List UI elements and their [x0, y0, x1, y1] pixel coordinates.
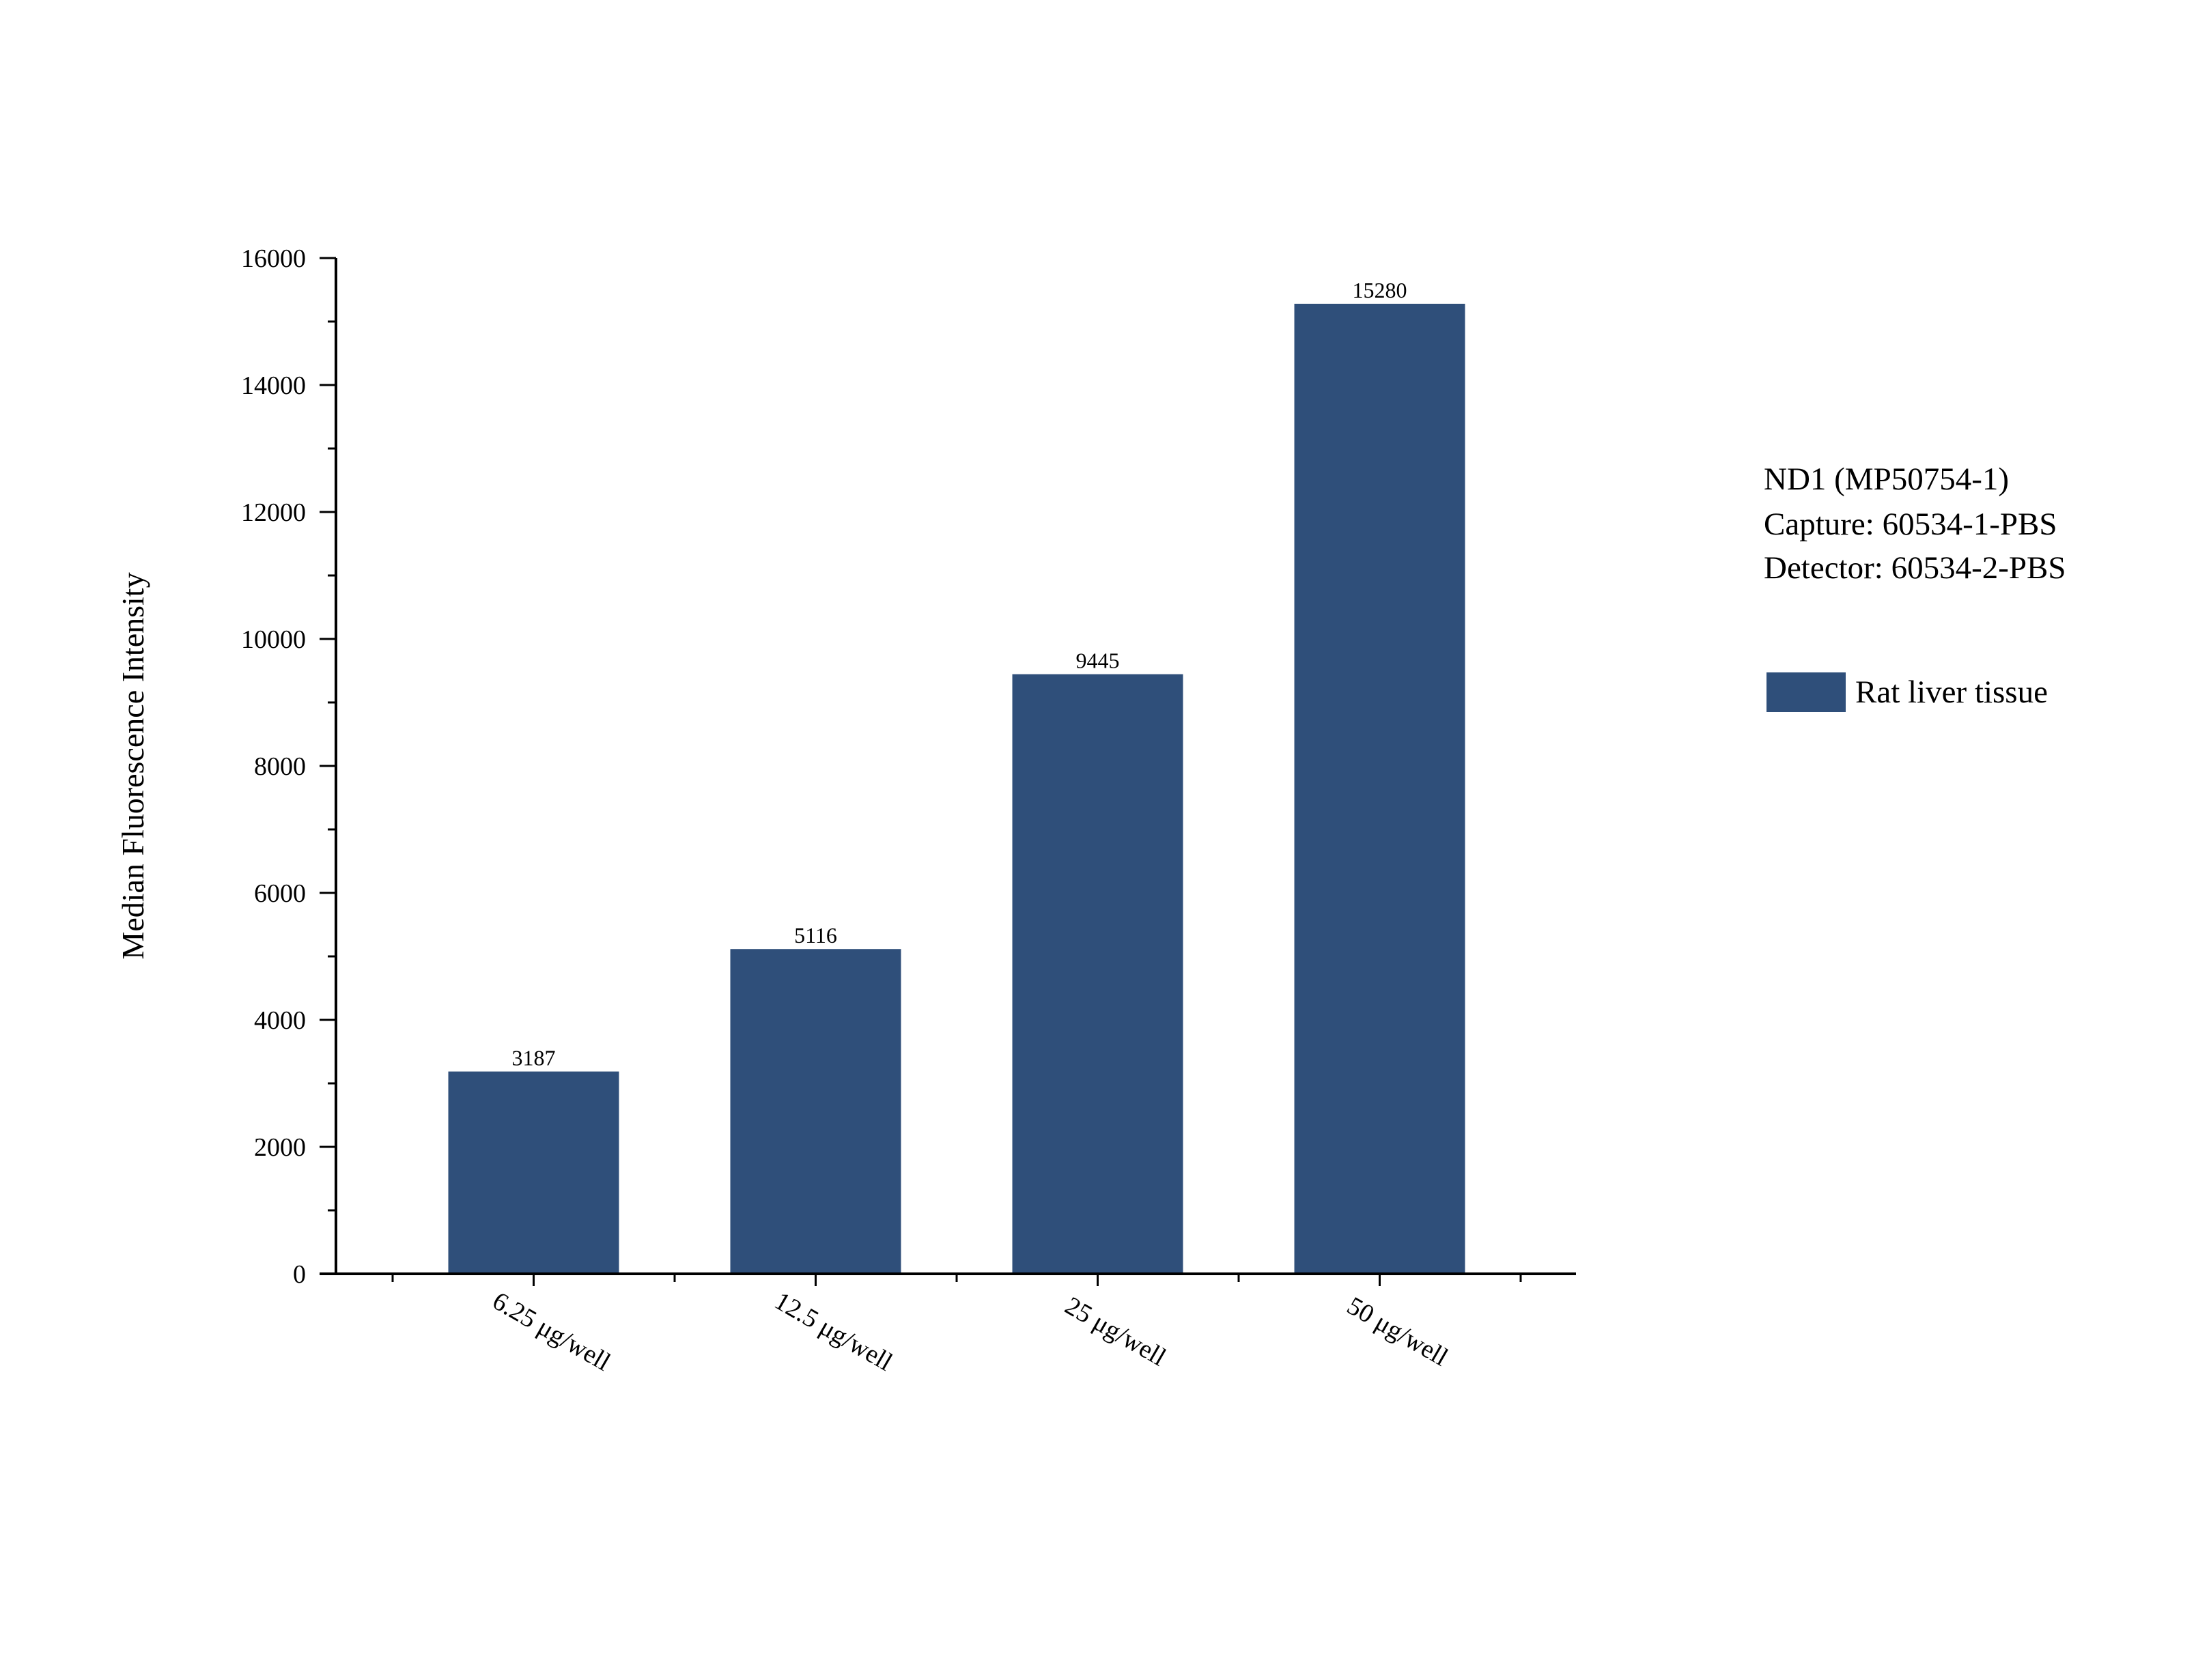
legend-label: Rat liver tissue: [1855, 674, 2048, 710]
bars-layer: [448, 303, 1465, 1275]
bar: [1294, 303, 1465, 1275]
bar: [448, 1071, 619, 1274]
legend: Rat liver tissue: [1766, 672, 2048, 712]
data-label: 5116: [794, 923, 837, 948]
y-tick-label: 6000: [254, 879, 306, 908]
y-tick-label: 16000: [241, 244, 306, 273]
x-tick-label: 50 μg/well: [1342, 1292, 1452, 1372]
y-tick-label: 2000: [254, 1133, 306, 1162]
info-annotation: ND1 (MP50754-1) Capture: 60534-1-PBS Det…: [1764, 461, 2066, 586]
y-tick-label: 14000: [241, 371, 306, 400]
annotation-line-3: Detector: 60534-2-PBS: [1764, 550, 2066, 586]
y-axis-title: Median Fluorescence Intensity: [115, 572, 150, 959]
y-tick-label: 4000: [254, 1006, 306, 1035]
y-tick-label: 8000: [254, 752, 306, 781]
x-ticks-layer: 6.25 μg/well 12.5 μg/well 25 μg/well 50 μg/…: [391, 1274, 1522, 1377]
x-tick-label: 6.25 μg/well: [488, 1287, 615, 1377]
y-tick-label: 0: [293, 1260, 306, 1289]
y-ticks-layer: 0 2000 4000 6000 8000 10000 12000 14000 16000: [241, 244, 336, 1289]
data-label: 15280: [1353, 278, 1407, 302]
y-tick-label: 12000: [241, 498, 306, 527]
data-label: 3187: [512, 1046, 556, 1070]
bar: [730, 949, 901, 1274]
legend-swatch: [1766, 672, 1846, 712]
x-tick-label: 25 μg/well: [1060, 1292, 1170, 1372]
bar: [1012, 674, 1183, 1274]
data-labels-layer: 3187 5116 9445 15280: [512, 278, 1407, 1070]
annotation-line-1: ND1 (MP50754-1): [1764, 461, 2009, 497]
x-tick-label: 12.5 μg/well: [770, 1287, 897, 1377]
data-label: 9445: [1076, 649, 1120, 673]
annotation-line-2: Capture: 60534-1-PBS: [1764, 507, 2057, 542]
y-tick-label: 10000: [241, 625, 306, 654]
